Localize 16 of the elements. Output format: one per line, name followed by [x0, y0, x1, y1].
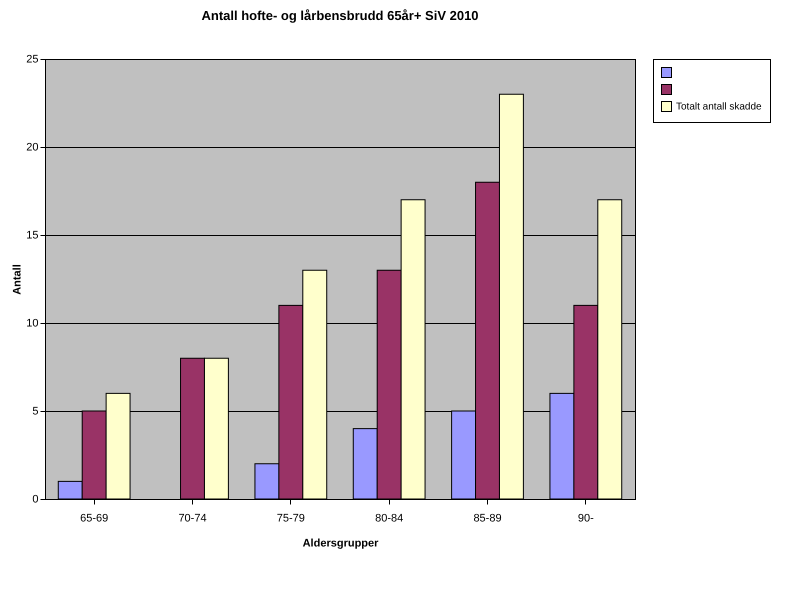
x-tick-label: 80-84 — [375, 512, 404, 524]
y-tick-label: 20 — [26, 142, 38, 154]
y-tick-label: 0 — [32, 494, 38, 506]
y-tick-label: 15 — [26, 230, 38, 242]
chart-title: Antall hofte- og lårbensbrudd 65år+ SiV 2010 — [201, 8, 479, 23]
legend-label: Totalt antall skadde — [676, 102, 762, 112]
x-tick-label: 90- — [578, 512, 594, 524]
x-tick-label: 65-69 — [80, 512, 108, 524]
y-tick-label: 10 — [26, 318, 38, 330]
y-tick-label: 5 — [32, 406, 38, 418]
x-axis-title: Aldersgrupper — [302, 538, 380, 550]
x-tick-label: 70-74 — [178, 512, 207, 524]
y-tick-label: 25 — [26, 54, 38, 66]
x-tick-label: 75-79 — [276, 512, 305, 524]
y-axis-title: Antall — [11, 264, 24, 295]
x-tick-label: 85-89 — [473, 512, 502, 524]
